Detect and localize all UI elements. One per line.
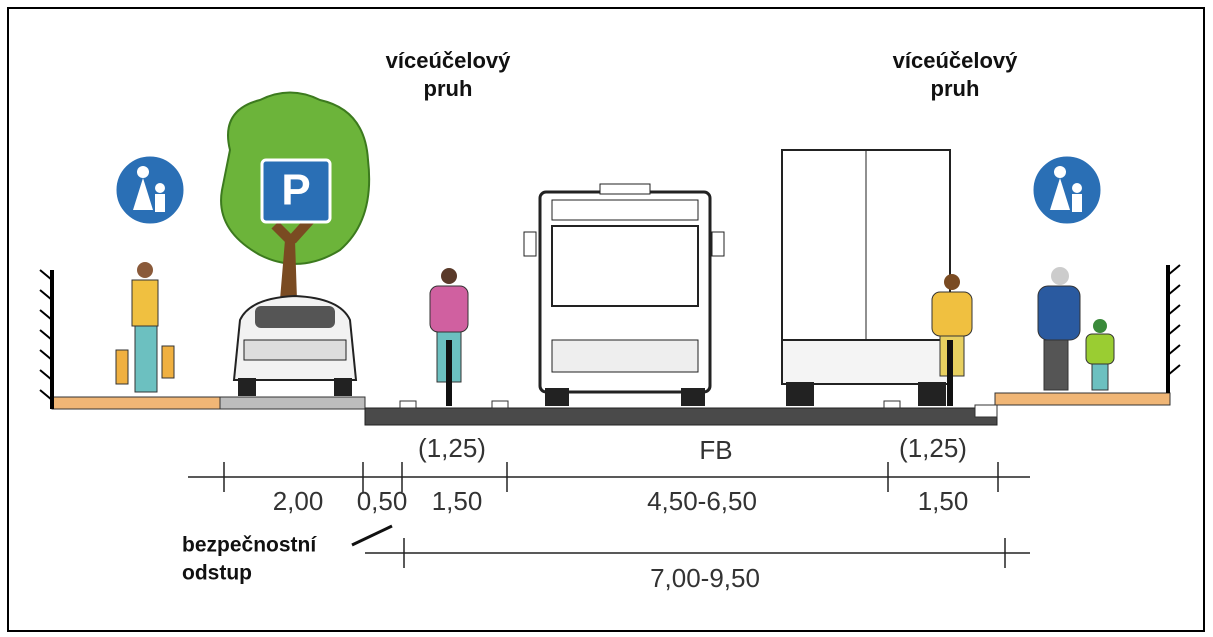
pedestrian-part — [162, 346, 174, 378]
dimension-label: (1,25) — [899, 433, 967, 463]
pedestrian-sign-part — [155, 194, 165, 212]
car — [234, 296, 356, 396]
pedestrian-sign-part — [115, 155, 185, 225]
lane-label: víceúčelový — [893, 48, 1019, 73]
pedestrian-part — [1038, 286, 1080, 340]
dimension-label: 0,50 — [357, 486, 408, 516]
pedestrian-part — [137, 262, 153, 278]
lane-label: víceúčelový — [386, 48, 512, 73]
car-part — [255, 306, 335, 328]
ground-part — [52, 397, 220, 409]
dimension-label: (1,25) — [418, 433, 486, 463]
bus-part — [552, 226, 698, 306]
pedestrian-part — [132, 280, 158, 326]
truck-part — [786, 382, 814, 406]
bus-part — [545, 388, 569, 406]
ground-part — [995, 393, 1170, 405]
cyclist-part — [932, 292, 972, 336]
note: odstup — [182, 562, 252, 585]
dimension-label: 1,50 — [432, 486, 483, 516]
pedestrian-sign-part — [1072, 194, 1082, 212]
pedestrian-part — [1044, 340, 1068, 390]
dimension-label: FB — [699, 435, 732, 465]
dimension-label: 1,50 — [918, 486, 969, 516]
pedestrian-sign — [115, 155, 185, 225]
pedestrian-part — [116, 350, 128, 384]
bus — [524, 184, 724, 406]
bus-part — [552, 200, 698, 220]
pedestrian-part — [1092, 364, 1108, 390]
pedestrian-part — [1051, 267, 1069, 285]
ground-part — [884, 401, 900, 408]
dimension-label: 7,00-9,50 — [650, 563, 760, 593]
bus-part — [681, 388, 705, 406]
pedestrian-part — [1093, 319, 1107, 333]
note: bezpečnostní — [182, 534, 317, 557]
bus-part — [600, 184, 650, 194]
pedestrian-part — [135, 326, 157, 392]
pedestrian-part — [1086, 334, 1114, 364]
lane-label: pruh — [424, 76, 473, 101]
pedestrian-sign-part — [155, 183, 165, 193]
cyclist-part — [430, 286, 468, 332]
ground-part — [492, 401, 508, 408]
pedestrian-sign — [1032, 155, 1102, 225]
truck-part — [918, 382, 946, 406]
diagram: P — [0, 0, 1213, 637]
ground-part — [365, 408, 997, 425]
car-part — [334, 378, 352, 396]
bus-part — [552, 340, 698, 372]
truck-part — [782, 340, 950, 384]
dimension-label: 4,50-6,50 — [647, 486, 757, 516]
cyclist-part — [441, 268, 457, 284]
parking-sign-text: P — [281, 166, 310, 215]
pedestrian-sign-part — [1072, 183, 1082, 193]
dimension-label: 2,00 — [273, 486, 324, 516]
pedestrian-sign-part — [137, 166, 149, 178]
ground-part — [220, 397, 365, 409]
pedestrian-sign-part — [1032, 155, 1102, 225]
car-part — [244, 340, 346, 360]
bus-part — [524, 232, 536, 256]
truck — [782, 150, 950, 406]
ground-part — [400, 401, 416, 408]
lane-label: pruh — [931, 76, 980, 101]
bus-part — [712, 232, 724, 256]
pedestrian-sign-part — [1054, 166, 1066, 178]
ground-part — [975, 405, 997, 417]
cyclist-part — [944, 274, 960, 290]
car-part — [238, 378, 256, 396]
